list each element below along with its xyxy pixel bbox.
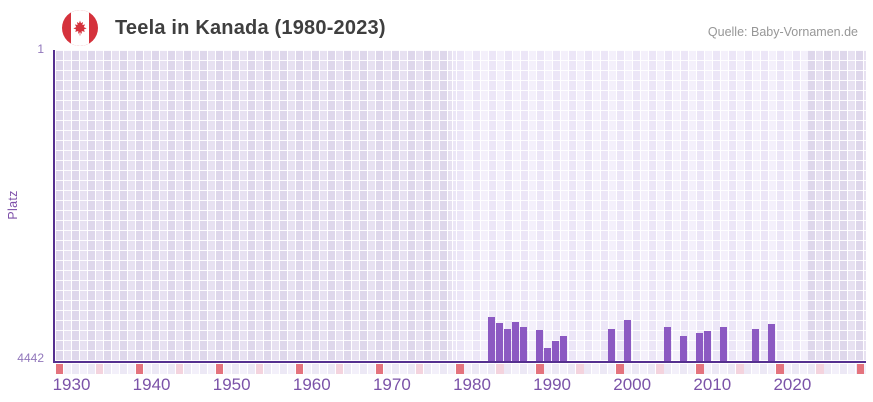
bar-2010 [696,332,704,362]
half-decade-marker [816,364,824,374]
y-axis-line [53,50,55,363]
bar-1985 [496,323,504,362]
decade-marker [215,364,224,374]
decade-marker [776,364,784,374]
x-tick-label-1990: 1990 [533,375,571,394]
x-tick-label-1950: 1950 [212,375,251,394]
x-axis-line [53,361,866,363]
canada-flag-icon [62,10,98,46]
decade-marker [456,364,464,374]
y-tick-top: 1 [37,42,44,56]
decade-marker [55,364,63,374]
bar-1987 [512,321,520,362]
x-tick-label-1940: 1940 [132,375,171,394]
bar-2008 [680,336,688,362]
y-axis-title: Platz [6,190,20,220]
x-tick-label-2010: 2010 [693,375,732,394]
source-label: Quelle: Baby-Vornamen.de [707,25,858,39]
bar-1988 [520,326,528,362]
bar-1990 [536,330,544,362]
half-decade-marker [255,364,264,374]
half-decade-marker [656,364,664,374]
x-tick-label-2000: 2000 [613,375,652,394]
bar-1984 [488,317,496,362]
bar-1992 [552,341,560,362]
bar-1993 [560,336,568,362]
bar-2011 [704,330,712,362]
decade-marker [135,364,144,374]
bar-2006 [664,327,672,362]
decade-marker [375,364,384,374]
half-decade-marker [496,364,504,374]
bar-2001 [624,319,632,362]
x-tick-label-1980: 1980 [453,375,491,394]
bar-2019 [768,324,776,362]
bar-1999 [608,328,616,362]
x-tick-label-1970: 1970 [372,375,411,394]
data-range-band [451,50,808,361]
half-decade-marker [95,364,104,374]
half-decade-marker [175,364,184,374]
page-title: Teela in Kanada (1980-2023) [115,17,386,39]
decade-marker [295,364,304,374]
bar-1991 [544,348,552,362]
half-decade-marker [736,364,744,374]
decade-marker [856,364,864,374]
bar-1986 [504,328,512,362]
half-decade-marker [576,364,584,374]
y-tick-bottom: 4442 [17,351,44,365]
bar-2017 [752,329,760,362]
maple-leaf-icon [73,20,87,36]
x-tick-label-2020: 2020 [773,375,812,394]
bar-2013 [720,326,728,362]
half-decade-marker [335,364,344,374]
decade-marker [616,364,624,374]
half-decade-marker [415,364,424,374]
decade-marker [696,364,704,374]
decade-marker [536,364,544,374]
x-tick-label-1930: 1930 [52,375,91,394]
x-tick-label-1960: 1960 [292,375,331,394]
